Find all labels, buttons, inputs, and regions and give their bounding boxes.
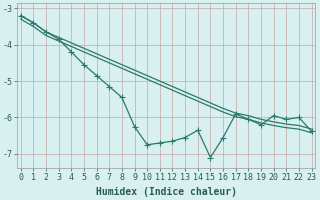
X-axis label: Humidex (Indice chaleur): Humidex (Indice chaleur) [96, 187, 237, 197]
